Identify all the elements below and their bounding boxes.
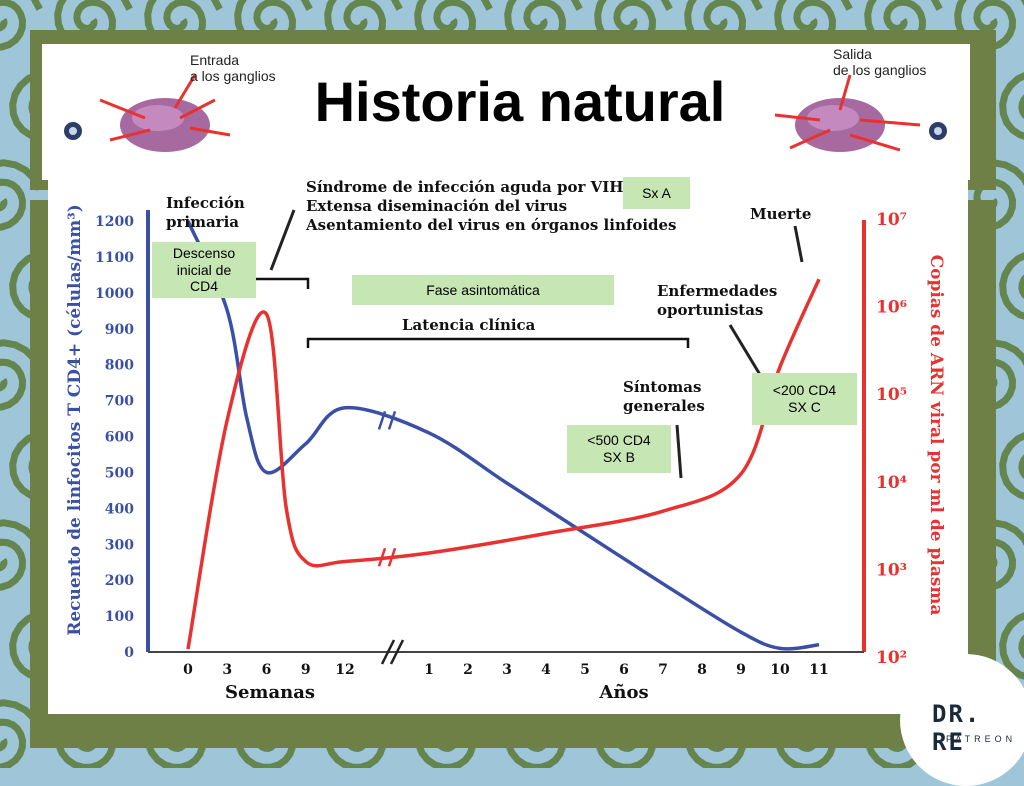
- logo-name: DR. RE: [932, 700, 1024, 756]
- sindrome-label: Síndrome de infección aguda por VIH Exte…: [306, 178, 677, 234]
- y-left-tick-label: 300: [105, 537, 134, 553]
- entry-node-illustration: [100, 75, 230, 152]
- fase-asintomatica-box: Fase asintomática: [352, 275, 614, 305]
- x-year-tick-label: 11: [809, 662, 828, 678]
- x-year-tick-label: 9: [736, 662, 746, 678]
- latencia-label: Latencia clínica: [402, 316, 535, 335]
- descenso-text: Descenso inicial de CD4: [173, 245, 235, 295]
- enfermedades-pointer: [730, 325, 762, 378]
- y-left-tick-label: 400: [105, 501, 134, 517]
- sx-c-box: <200 CD4 SX C: [752, 373, 857, 425]
- sx-b-box: <500 CD4 SX B: [567, 425, 671, 473]
- y-left-tick-label: 900: [105, 322, 134, 338]
- sintomas-pointer: [677, 425, 681, 478]
- y-left-axis-title: Recuento de linfocitos T CD4+ (células/m…: [65, 204, 85, 636]
- y-right-tick-label: 10⁴: [876, 473, 907, 493]
- infeccion-primaria-label: Infección primaria: [166, 194, 245, 232]
- sindrome-pointer: [271, 210, 294, 270]
- fase-asintomatica-text: Fase asintomática: [426, 282, 540, 299]
- virus-icon-left: [64, 122, 82, 140]
- y-left-tick-label: 800: [105, 358, 134, 374]
- sx-c-text: <200 CD4 SX C: [773, 382, 836, 416]
- x-year-tick-label: 3: [502, 662, 512, 678]
- y-left-tick-label: 600: [105, 430, 134, 446]
- x-axis-label-weeks: Semanas: [225, 682, 315, 703]
- descenso-box: Descenso inicial de CD4: [152, 242, 256, 298]
- sx-a-box: Sx A: [623, 177, 690, 209]
- exit-node-illustration: [775, 75, 920, 152]
- x-year-tick-label: 10: [770, 662, 790, 678]
- y-left-tick-label: 1200: [95, 214, 134, 230]
- sx-b-text: <500 CD4 SX B: [587, 432, 650, 466]
- x-year-tick-label: 1: [424, 662, 434, 678]
- x-year-tick-label: 6: [619, 662, 629, 678]
- latencia-bracket: [308, 339, 688, 348]
- x-week-tick-label: 3: [222, 662, 232, 678]
- y-right-axis-title: Copias de ARN viral por ml de plasma: [926, 255, 946, 616]
- y-right-tick-label: 10²: [876, 648, 907, 668]
- virus-icon-right: [929, 122, 947, 140]
- y-right-tick-label: 10⁵: [876, 385, 907, 405]
- y-left-tick-label: 1100: [95, 250, 134, 266]
- entry-label: Entrada a los ganglios: [190, 52, 276, 84]
- y-left-tick-label: 700: [105, 394, 134, 410]
- x-year-tick-label: 5: [580, 662, 590, 678]
- hiv-natural-history-chart: 0100200300400500600700800900100011001200…: [0, 0, 1024, 768]
- logo-sub: PATREON: [946, 734, 1016, 744]
- y-left-tick-label: 500: [105, 465, 134, 481]
- exit-label: Salida de los ganglios: [833, 46, 926, 78]
- y-left-tick-label: 0: [124, 645, 134, 661]
- x-week-tick-label: 0: [183, 662, 193, 678]
- enfermedades-label: Enfermedades oportunistas: [657, 282, 777, 320]
- x-year-tick-label: 7: [658, 662, 668, 678]
- y-right-tick-label: 10³: [876, 560, 907, 580]
- x-year-tick-label: 8: [697, 662, 707, 678]
- x-week-tick-label: 12: [335, 662, 354, 678]
- x-week-tick-label: 9: [301, 662, 311, 678]
- y-left-tick-label: 100: [105, 609, 134, 625]
- y-left-tick-label: 200: [105, 573, 134, 589]
- muerte-label: Muerte: [750, 205, 811, 224]
- y-right-tick-label: 10⁶: [876, 298, 907, 318]
- sx-a-text: Sx A: [642, 185, 671, 202]
- y-left-tick-label: 1000: [95, 286, 134, 302]
- x-axis-label-years: Años: [598, 682, 648, 703]
- x-year-tick-label: 2: [463, 662, 473, 678]
- muerte-pointer: [795, 226, 802, 262]
- sintomas-label: Síntomas generales: [623, 378, 705, 416]
- x-year-tick-label: 4: [541, 662, 551, 678]
- x-week-tick-label: 6: [262, 662, 272, 678]
- y-right-tick-label: 10⁷: [876, 210, 907, 230]
